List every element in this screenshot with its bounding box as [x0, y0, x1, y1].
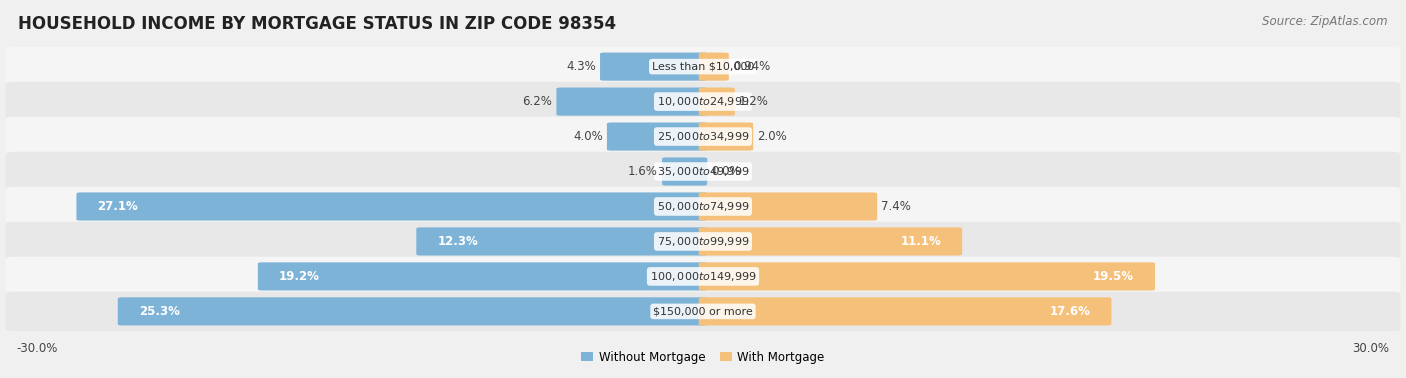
Text: 2.0%: 2.0%: [758, 130, 787, 143]
FancyBboxPatch shape: [699, 192, 877, 220]
FancyBboxPatch shape: [662, 158, 707, 186]
Text: $75,000 to $99,999: $75,000 to $99,999: [657, 235, 749, 248]
Text: $100,000 to $149,999: $100,000 to $149,999: [650, 270, 756, 283]
FancyBboxPatch shape: [699, 262, 1156, 290]
Legend: Without Mortgage, With Mortgage: Without Mortgage, With Mortgage: [576, 346, 830, 368]
Text: Source: ZipAtlas.com: Source: ZipAtlas.com: [1263, 15, 1388, 28]
Text: 4.0%: 4.0%: [574, 130, 603, 143]
FancyBboxPatch shape: [699, 122, 754, 150]
Text: $25,000 to $34,999: $25,000 to $34,999: [657, 130, 749, 143]
Text: HOUSEHOLD INCOME BY MORTGAGE STATUS IN ZIP CODE 98354: HOUSEHOLD INCOME BY MORTGAGE STATUS IN Z…: [18, 15, 616, 33]
FancyBboxPatch shape: [6, 257, 1400, 296]
Text: Less than $10,000: Less than $10,000: [652, 62, 754, 71]
FancyBboxPatch shape: [76, 192, 707, 220]
Text: $50,000 to $74,999: $50,000 to $74,999: [657, 200, 749, 213]
FancyBboxPatch shape: [6, 152, 1400, 191]
Text: 30.0%: 30.0%: [1353, 342, 1389, 355]
Text: 25.3%: 25.3%: [139, 305, 180, 318]
Text: 17.6%: 17.6%: [1049, 305, 1090, 318]
Text: -30.0%: -30.0%: [17, 342, 58, 355]
FancyBboxPatch shape: [6, 222, 1400, 261]
FancyBboxPatch shape: [6, 292, 1400, 331]
FancyBboxPatch shape: [607, 122, 707, 150]
FancyBboxPatch shape: [699, 53, 728, 81]
Text: 7.4%: 7.4%: [882, 200, 911, 213]
FancyBboxPatch shape: [6, 117, 1400, 156]
FancyBboxPatch shape: [416, 228, 707, 256]
Text: 0.0%: 0.0%: [711, 165, 741, 178]
Text: 11.1%: 11.1%: [900, 235, 941, 248]
Text: 27.1%: 27.1%: [97, 200, 138, 213]
FancyBboxPatch shape: [6, 47, 1400, 87]
Text: $150,000 or more: $150,000 or more: [654, 307, 752, 316]
Text: 0.94%: 0.94%: [733, 60, 770, 73]
Text: $10,000 to $24,999: $10,000 to $24,999: [657, 95, 749, 108]
FancyBboxPatch shape: [557, 88, 707, 116]
Text: $35,000 to $49,999: $35,000 to $49,999: [657, 165, 749, 178]
FancyBboxPatch shape: [699, 228, 962, 256]
Text: 19.5%: 19.5%: [1092, 270, 1135, 283]
FancyBboxPatch shape: [699, 88, 735, 116]
FancyBboxPatch shape: [257, 262, 707, 290]
FancyBboxPatch shape: [6, 82, 1400, 121]
FancyBboxPatch shape: [6, 187, 1400, 226]
Text: 6.2%: 6.2%: [522, 95, 553, 108]
Text: 1.6%: 1.6%: [628, 165, 658, 178]
Text: 19.2%: 19.2%: [278, 270, 319, 283]
FancyBboxPatch shape: [118, 297, 707, 325]
Text: 4.3%: 4.3%: [567, 60, 596, 73]
FancyBboxPatch shape: [699, 297, 1111, 325]
Text: 1.2%: 1.2%: [740, 95, 769, 108]
FancyBboxPatch shape: [600, 53, 707, 81]
Text: 12.3%: 12.3%: [437, 235, 478, 248]
